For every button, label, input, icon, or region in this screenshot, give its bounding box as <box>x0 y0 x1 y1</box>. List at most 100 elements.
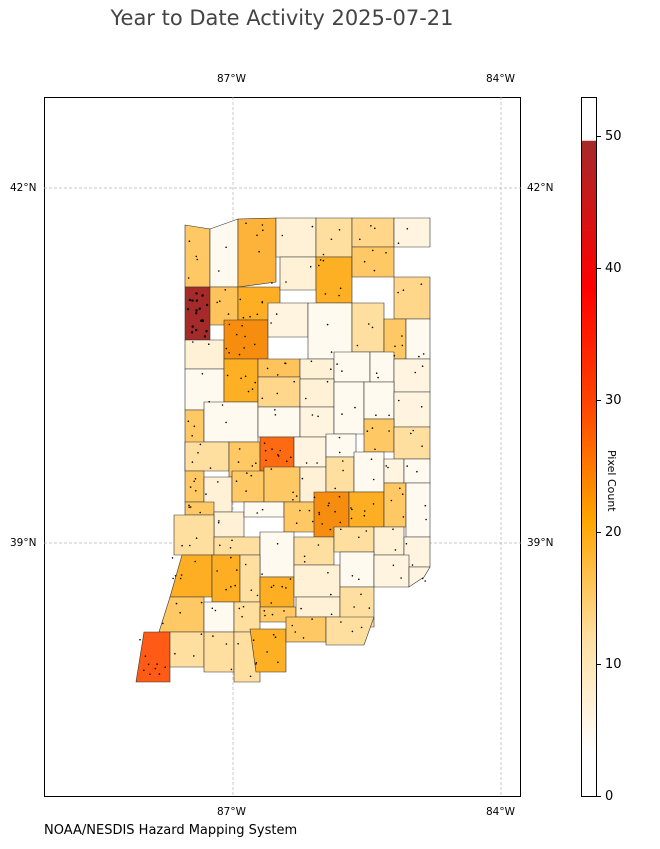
detection-point <box>338 229 341 231</box>
detection-point <box>247 390 250 393</box>
detection-point <box>294 631 297 633</box>
detection-point <box>255 663 257 665</box>
detection-point <box>424 504 427 507</box>
detection-point <box>244 335 246 338</box>
detection-point <box>154 667 157 670</box>
bottom-lon-tick-84w: 84°W <box>486 806 515 818</box>
detection-point <box>191 299 194 302</box>
top-lon-tick-87w: 87°W <box>217 73 246 85</box>
detection-point <box>188 504 190 507</box>
detection-point <box>368 323 370 325</box>
county-ohio-switzerland <box>408 566 431 588</box>
county-wells <box>369 351 395 383</box>
detection-point <box>195 537 198 539</box>
detection-point <box>375 372 378 375</box>
detection-point <box>350 517 353 520</box>
detection-point <box>372 249 374 252</box>
detection-point <box>271 282 273 284</box>
detection-point <box>397 291 399 294</box>
detection-point <box>205 303 209 307</box>
detection-point <box>261 573 263 575</box>
county-perry <box>249 628 287 673</box>
detection-point <box>351 575 354 577</box>
detection-point <box>359 238 361 241</box>
detection-point <box>290 456 292 459</box>
detection-point <box>230 556 232 559</box>
detection-point <box>394 549 397 551</box>
detection-point <box>358 578 360 581</box>
detection-point <box>412 429 415 432</box>
detection-point <box>241 325 243 327</box>
detection-point <box>414 371 417 374</box>
county-jay <box>393 358 431 393</box>
detection-point <box>279 449 282 452</box>
detection-point <box>356 344 359 347</box>
counties-layer <box>135 217 431 683</box>
detection-point <box>385 465 388 467</box>
detection-point <box>243 347 245 349</box>
detection-point <box>338 495 341 498</box>
detection-point <box>401 493 404 496</box>
detection-point <box>258 250 260 253</box>
detection-point <box>230 668 233 671</box>
detection-point <box>230 586 232 588</box>
detection-point <box>338 451 341 454</box>
county-harrison <box>325 616 375 646</box>
detection-point <box>334 510 336 513</box>
county-adams <box>405 318 431 360</box>
left-lat-tick-42n: 42°N <box>10 182 37 194</box>
detection-point <box>250 474 253 477</box>
detection-points-layer <box>139 222 427 678</box>
detection-point <box>327 572 329 574</box>
detection-point <box>174 652 176 655</box>
county-putnam <box>231 470 265 503</box>
detection-point <box>195 312 198 315</box>
detection-point <box>425 518 427 521</box>
detection-point <box>229 547 232 549</box>
county-grant <box>299 378 335 408</box>
detection-point <box>266 651 268 653</box>
detection-point <box>397 242 400 244</box>
detection-point <box>350 507 352 509</box>
detection-point <box>286 460 288 463</box>
detection-point <box>263 610 266 612</box>
detection-point <box>237 643 239 645</box>
county-laporte <box>237 217 277 288</box>
colorbar-tick-30: 30 <box>605 393 622 408</box>
county-kosciusko <box>279 256 317 291</box>
county-franklin <box>405 482 431 538</box>
detection-point <box>302 637 305 639</box>
detection-point <box>311 414 314 416</box>
detection-point <box>193 480 195 483</box>
detection-point <box>195 328 198 332</box>
detection-point <box>235 480 238 483</box>
detection-point <box>401 344 404 347</box>
detection-point <box>228 352 230 354</box>
detection-point <box>326 323 329 326</box>
detection-point <box>351 630 354 633</box>
detection-point <box>392 528 394 530</box>
detection-point <box>360 626 363 629</box>
county-whitley <box>351 302 385 353</box>
county-jackson <box>293 564 341 598</box>
detection-point <box>374 227 376 230</box>
county-owen <box>243 501 285 518</box>
detection-point <box>250 589 253 591</box>
county-lagrange <box>351 217 395 248</box>
county-warrick <box>203 631 235 673</box>
detection-point <box>225 246 227 249</box>
detection-point <box>340 528 342 531</box>
detection-point <box>283 610 285 612</box>
detection-point <box>255 662 258 664</box>
colorbar-tickmark-20 <box>597 532 601 533</box>
detection-point <box>410 432 412 435</box>
detection-point <box>353 606 355 608</box>
detection-point <box>149 673 151 675</box>
detection-point <box>284 362 287 365</box>
detection-point <box>274 636 277 638</box>
detection-point <box>264 614 266 617</box>
detection-point <box>393 355 396 357</box>
detection-point <box>180 574 183 576</box>
detection-point <box>216 570 218 572</box>
detection-point <box>342 469 344 472</box>
